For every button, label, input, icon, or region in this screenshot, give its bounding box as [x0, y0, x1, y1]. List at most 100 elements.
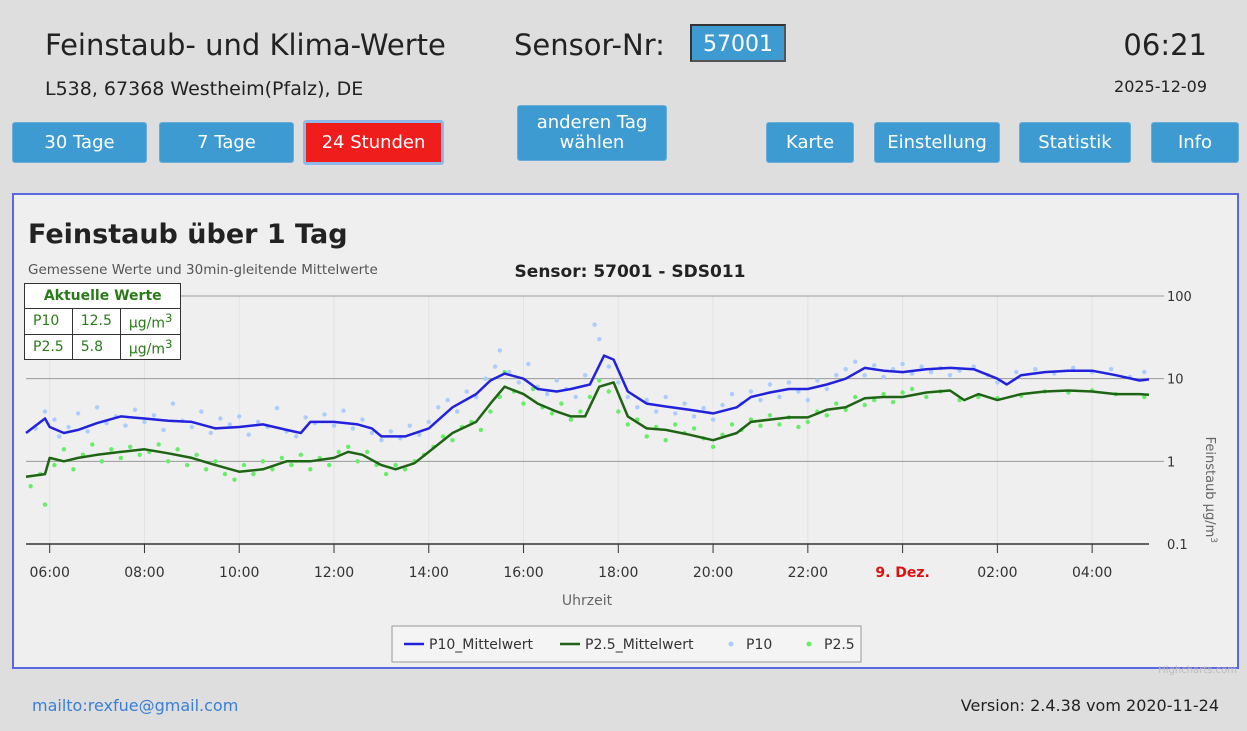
x-tick-label: 12:00 [314, 565, 354, 581]
data-point-p10 [995, 380, 1000, 385]
data-point-p10 [417, 432, 422, 437]
data-point-p10 [843, 367, 848, 372]
legend-item[interactable]: P2.5 [806, 637, 855, 653]
x-tick-label: 04:00 [1072, 565, 1112, 581]
data-point-p10 [218, 416, 223, 421]
current-value-number: 12.5 [71, 308, 121, 335]
statistics-button[interactable]: Statistik [1019, 122, 1131, 163]
data-point-p10 [554, 378, 559, 383]
data-point-p10 [189, 424, 194, 430]
current-values-table: Aktuelle Werte P10 12.5 µg/m3 P2.5 5.8 µ… [23, 283, 182, 361]
data-point-p2-5 [355, 459, 360, 464]
data-point-p2-5 [1142, 394, 1147, 400]
data-point-p10 [872, 363, 877, 368]
data-point-p10 [853, 359, 858, 364]
24-hours-button[interactable]: 24 Stunden [303, 120, 444, 165]
data-point-p10 [786, 380, 792, 385]
choose-other-day-line2: wählen [559, 132, 625, 153]
data-point-p10 [1108, 367, 1114, 372]
data-point-p10 [426, 419, 431, 425]
data-point-p10 [246, 432, 251, 437]
data-point-p10 [350, 426, 356, 431]
highcharts-credit[interactable]: Highcharts.com [1158, 665, 1237, 676]
data-point-p10 [132, 407, 138, 412]
chart-frame: Feinstaub über 1 Tag Gemessene Werte und… [12, 193, 1239, 669]
data-point-p2-5 [402, 467, 408, 472]
data-point-p2-5 [497, 394, 502, 400]
current-value-row-p10: P10 12.5 µg/m3 [24, 308, 182, 335]
current-values-header-row: Aktuelle Werte [23, 283, 182, 309]
y-tick-label: 100 [1167, 290, 1192, 305]
location-label: L538, 67368 Westheim(Pfalz), DE [45, 78, 364, 100]
settings-button[interactable]: Einstellung [874, 122, 1000, 163]
data-point-p10 [748, 389, 754, 394]
data-point-p10 [151, 413, 157, 418]
data-point-p2-5 [194, 452, 199, 457]
data-point-p10 [1071, 365, 1076, 371]
legend-item[interactable]: P10_Mittelwert [404, 637, 534, 653]
data-point-p10 [199, 409, 204, 414]
data-point-p2-5 [805, 419, 810, 425]
data-point-p2-5 [488, 409, 493, 414]
data-point-p10 [455, 409, 460, 414]
data-point-p10 [142, 419, 147, 425]
x-tick-label: 22:00 [788, 565, 828, 581]
data-point-p2-5 [862, 402, 867, 408]
data-point-p10 [369, 430, 375, 436]
data-point-p2-5 [644, 434, 649, 439]
data-point-p2-5 [118, 455, 124, 461]
x-tick-label: 16:00 [503, 565, 543, 581]
data-point-p10 [592, 322, 597, 327]
chart-title: Feinstaub über 1 Tag [28, 219, 348, 250]
data-point-p2-5 [28, 484, 33, 489]
unit-sup: 3 [165, 336, 173, 351]
data-point-p2-5 [346, 444, 351, 449]
data-point-p2-5 [853, 394, 858, 400]
data-point-p10 [52, 417, 57, 422]
y-axis-title: Feinstaub µg/m3 [1202, 437, 1218, 543]
data-point-p2-5 [128, 444, 133, 449]
current-value-name: P2.5 [24, 333, 73, 361]
sensor-number-field[interactable]: 57001 [690, 24, 786, 62]
data-point-p2-5 [909, 386, 915, 392]
data-point-p10 [256, 419, 261, 425]
mail-link[interactable]: mailto:rexfue@gmail.com [32, 696, 239, 715]
30-days-button[interactable]: 30 Tage [12, 122, 147, 163]
data-point-p10 [360, 417, 365, 422]
legend-label: P10_Mittelwert [429, 637, 534, 653]
data-point-p10 [644, 397, 649, 403]
y-tick-label: 0.1 [1167, 538, 1188, 553]
x-tick-label: 9. Dez. [875, 565, 930, 581]
info-button[interactable]: Info [1151, 122, 1239, 163]
y-axis-title-group: Feinstaub µg/m3 [1202, 437, 1218, 543]
data-point-p2-5 [767, 413, 773, 418]
axis-layer: 100 10 1 0.1 06:00 08:00 10:00 12:00 14:00 16:00 1… [26, 290, 1192, 581]
data-point-p2-5 [298, 452, 303, 457]
series-line-p10-mittelwert [25, 354, 1150, 438]
legend-box [391, 625, 862, 663]
current-date: 2025-12-09 [1114, 77, 1207, 96]
data-point-p10 [573, 394, 578, 400]
data-point-p2-5 [241, 462, 247, 468]
data-point-p2-5 [568, 417, 574, 422]
data-point-p10 [1142, 369, 1147, 375]
y-tick-label: 1 [1167, 455, 1175, 470]
legend-item[interactable]: P2.5_Mittelwert [560, 637, 694, 653]
map-button[interactable]: Karte [766, 122, 854, 163]
data-point-p2-5 [758, 423, 763, 428]
line-layer [25, 354, 1150, 479]
data-point-p10 [436, 405, 441, 410]
current-values-heading: Aktuelle Werte [23, 283, 182, 309]
data-point-p2-5 [279, 455, 285, 461]
data-point-p10 [388, 429, 394, 434]
data-point-p10 [497, 348, 502, 353]
data-point-p2-5 [365, 449, 370, 455]
data-point-p2-5 [156, 442, 161, 447]
legend-item[interactable]: P10 [728, 637, 773, 653]
data-point-p10 [815, 378, 820, 383]
y-tick-label: 10 [1167, 373, 1184, 388]
choose-other-day-button[interactable]: anderen Tag wählen [517, 105, 667, 161]
series-line-p2-5-mittelwert [25, 381, 1150, 479]
7-days-button[interactable]: 7 Tage [159, 122, 294, 163]
data-point-p2-5 [393, 462, 398, 468]
